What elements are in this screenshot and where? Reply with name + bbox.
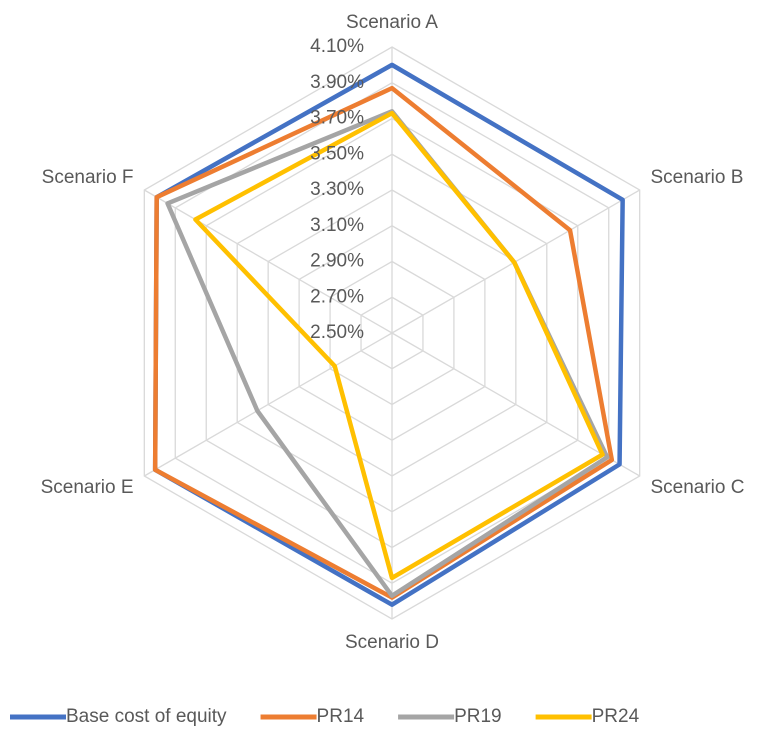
spoke xyxy=(143,332,393,477)
tick-label: 2.70% xyxy=(310,286,364,307)
tick-label: 2.50% xyxy=(310,322,364,343)
series-line xyxy=(193,110,605,581)
legend-label: PR14 xyxy=(317,706,365,727)
tick-label: 2.90% xyxy=(310,251,364,272)
series-line xyxy=(165,109,610,599)
tick-label: 3.50% xyxy=(310,143,364,164)
category-label: Scenario D xyxy=(345,632,439,653)
category-label: Scenario A xyxy=(346,12,438,33)
spoke xyxy=(143,189,393,334)
tick-label: 3.10% xyxy=(310,215,364,236)
tick-label: 3.70% xyxy=(310,108,364,129)
category-label: Scenario E xyxy=(41,477,134,498)
category-label: Scenario B xyxy=(650,167,743,188)
tick-label: 3.30% xyxy=(310,179,364,200)
category-label: Scenario F xyxy=(42,167,134,188)
category-label: Scenario C xyxy=(650,477,744,498)
tick-label: 4.10% xyxy=(310,36,364,57)
legend-label: Base cost of equity xyxy=(66,706,227,727)
legend-label: PR19 xyxy=(454,706,502,727)
tick-label: 3.90% xyxy=(310,72,364,93)
spoke xyxy=(391,332,641,477)
legend-label: PR24 xyxy=(592,706,640,727)
legend: Base cost of equity PR14 PR19 PR24 xyxy=(10,706,640,727)
